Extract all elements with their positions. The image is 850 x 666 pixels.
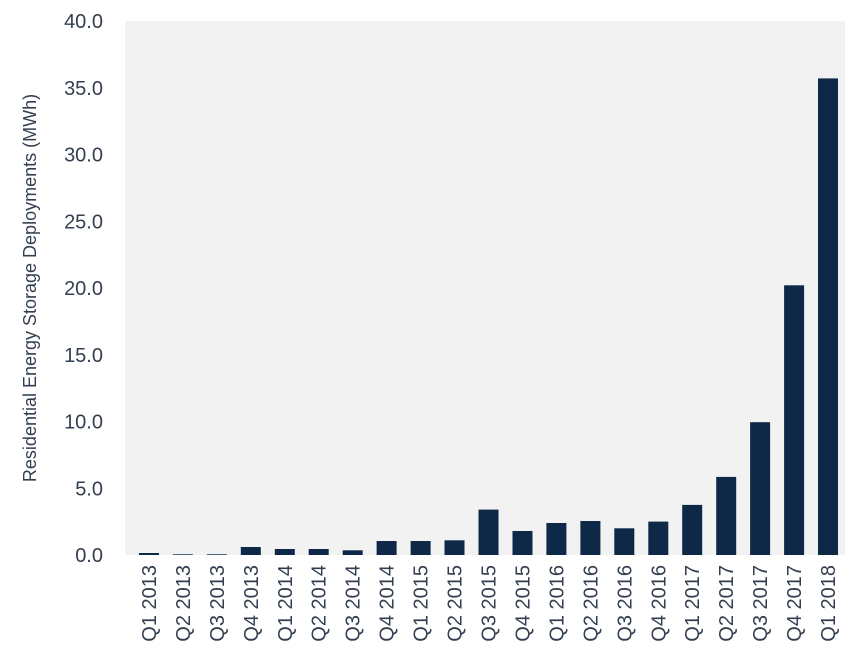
bar [206,554,227,555]
y-tick-label: 10.0 [64,412,103,434]
bar [818,78,838,556]
y-tick-label: 30.0 [64,145,103,167]
x-tick-label: Q3 2014 [343,565,365,642]
y-tick-label: 20.0 [64,278,103,300]
x-tick-label: Q1 2014 [275,565,297,642]
bar [784,285,805,555]
bar [139,553,159,555]
bar [308,549,329,555]
x-tick-label: Q1 2018 [818,565,840,642]
y-axis-title: Residential Energy Storage Deployments (… [20,94,40,482]
bar [478,509,499,555]
x-tick-label: Q4 2016 [648,565,670,642]
y-axis: 0.0 5.0 10.0 15.0 20.0 25.0 30.0 35.0 40.0 [64,11,103,567]
y-tick-label: 25.0 [64,211,103,233]
bar [274,549,295,555]
x-tick-label: Q1 2017 [682,565,704,642]
x-tick-label: Q2 2014 [309,565,331,642]
bar [410,541,431,555]
x-tick-label: Q1 2015 [411,565,433,642]
x-tick-label: Q2 2016 [580,565,602,642]
bar [580,521,601,555]
x-tick-label: Q2 2017 [716,565,738,642]
bar-series [139,78,838,556]
y-tick-label: 35.0 [64,78,103,100]
bar [172,554,193,555]
bar [444,540,465,555]
x-tick-label: Q4 2013 [241,565,263,642]
bar [240,547,261,555]
x-tick-label: Q2 2013 [173,565,195,642]
x-axis: Q1 2013 Q2 2013 Q3 2013 Q4 2013 Q1 2014 Q2 20… [139,565,840,642]
bar [546,523,567,555]
x-tick-label: Q2 2015 [445,565,467,642]
bar [512,531,533,555]
x-tick-label: Q1 2016 [546,565,568,642]
x-tick-label: Q3 2013 [207,565,229,642]
x-tick-label: Q4 2015 [513,565,535,642]
y-tick-label: 5.0 [75,478,103,500]
y-tick-label: 0.0 [75,545,103,567]
x-tick-label: Q3 2016 [614,565,636,642]
bar [750,422,771,555]
bar [648,521,669,555]
bar [614,528,635,555]
bar [716,476,737,555]
x-tick-label: Q3 2015 [479,565,501,642]
x-tick-label: Q1 2013 [139,565,161,642]
y-tick-label: 40.0 [64,11,103,33]
y-tick-label: 15.0 [64,345,103,367]
plot-area [125,21,845,555]
x-tick-label: Q4 2014 [377,565,399,642]
bar [376,541,397,555]
bar [342,550,363,555]
x-tick-label: Q3 2017 [750,565,772,642]
x-tick-label: Q4 2017 [784,565,806,642]
bar [682,504,703,555]
